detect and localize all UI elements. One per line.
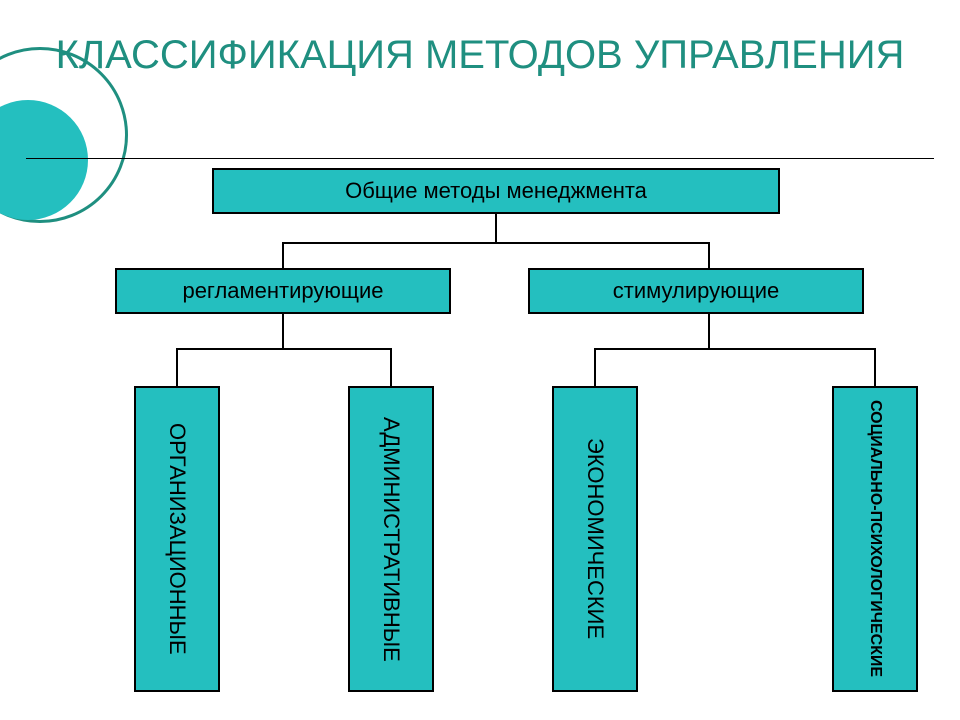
node-socio-psychological-label: СОЦИАЛЬНО-ПСИХОЛОГИЧЕСКИЕ: [866, 400, 884, 677]
node-stimulating: стимулирующие: [528, 268, 864, 314]
node-administrative-label: АДМИНИСТРАТИВНЫЕ: [378, 417, 404, 662]
conn-reg-down: [282, 314, 284, 348]
node-root-label: Общие методы менеджмента: [345, 178, 647, 204]
conn-l2-hbar: [282, 242, 710, 244]
conn-stim-hbar: [594, 348, 876, 350]
conn-stim-d: [874, 348, 876, 386]
conn-l2-left-down: [282, 242, 284, 268]
node-administrative: АДМИНИСТРАТИВНЫЕ: [348, 386, 434, 692]
node-regulating-label: регламентирующие: [182, 278, 383, 304]
title-divider: [26, 158, 934, 159]
conn-root-down: [495, 214, 497, 242]
node-stimulating-label: стимулирующие: [613, 278, 780, 304]
node-root: Общие методы менеджмента: [212, 168, 780, 214]
conn-reg-a: [176, 348, 178, 386]
node-economic: ЭКОНОМИЧЕСКИЕ: [552, 386, 638, 692]
node-organizational-label: ОРГАНИЗАЦИОННЫЕ: [164, 423, 190, 655]
conn-stim-c: [594, 348, 596, 386]
node-organizational: ОРГАНИЗАЦИОННЫЕ: [134, 386, 220, 692]
node-regulating: регламентирующие: [115, 268, 451, 314]
conn-reg-b: [390, 348, 392, 386]
conn-reg-hbar: [176, 348, 392, 350]
conn-stim-down: [708, 314, 710, 348]
node-socio-psychological: СОЦИАЛЬНО-ПСИХОЛОГИЧЕСКИЕ: [832, 386, 918, 692]
node-economic-label: ЭКОНОМИЧЕСКИЕ: [582, 438, 608, 639]
conn-l2-right-down: [708, 242, 710, 268]
slide-title: КЛАССИФИКАЦИЯ МЕТОДОВ УПРАВЛЕНИЯ: [0, 30, 960, 80]
